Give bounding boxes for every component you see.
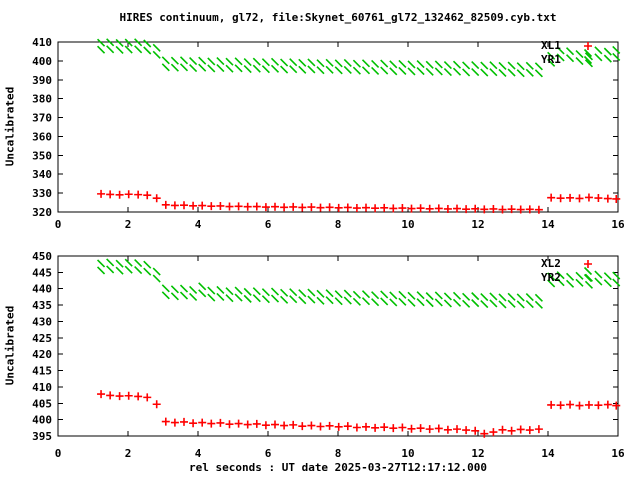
svg-text:395: 395 — [32, 430, 52, 443]
x-axis-label: rel seconds : UT date 2025-03-27T12:17:1… — [188, 461, 487, 474]
svg-text:405: 405 — [32, 397, 52, 410]
panel-2-ticks — [57, 255, 619, 437]
svg-text:420: 420 — [32, 348, 52, 361]
svg-text:12: 12 — [471, 218, 484, 231]
svg-text:410: 410 — [32, 381, 52, 394]
svg-text:370: 370 — [32, 112, 52, 125]
svg-text:10: 10 — [401, 447, 414, 460]
svg-text:16: 16 — [611, 447, 625, 460]
svg-text:400: 400 — [32, 55, 52, 68]
svg-text:6: 6 — [265, 447, 272, 460]
svg-text:430: 430 — [32, 315, 52, 328]
svg-text:16: 16 — [611, 218, 625, 231]
svg-text:360: 360 — [32, 130, 52, 143]
svg-text:10: 10 — [401, 218, 414, 231]
legend-label-yr1: YR1 — [541, 53, 561, 66]
legend-label-xl1: XL1 — [541, 39, 561, 52]
svg-text:8: 8 — [335, 447, 342, 460]
svg-text:0: 0 — [55, 447, 62, 460]
panel-2: 0 2 4 6 8 10 12 14 16 395 400 405 410 415 420 425 430 435… — [32, 250, 625, 460]
svg-text:4: 4 — [195, 447, 202, 460]
panel-2-series-YR2 — [96, 258, 621, 309]
svg-text:435: 435 — [32, 299, 52, 312]
svg-text:8: 8 — [335, 218, 342, 231]
svg-text:14: 14 — [541, 447, 555, 460]
svg-text:330: 330 — [32, 187, 52, 200]
svg-text:410: 410 — [32, 36, 52, 49]
panel-1-series-YR1 — [96, 38, 621, 78]
legend-label-xl2: XL2 — [541, 257, 561, 270]
svg-text:6: 6 — [265, 218, 272, 231]
panel-1-ticks — [57, 41, 619, 213]
svg-text:445: 445 — [32, 266, 52, 279]
svg-text:380: 380 — [32, 93, 52, 106]
svg-text:425: 425 — [32, 332, 52, 345]
panel-2-tick-labels: 0 2 4 6 8 10 12 14 16 395 400 405 410 415 420 425 430 435… — [32, 250, 625, 460]
svg-text:12: 12 — [471, 447, 484, 460]
svg-text:14: 14 — [541, 218, 555, 231]
plot-title: HIRES continuum, gl72, file:Skynet_60761… — [119, 11, 557, 24]
svg-text:440: 440 — [32, 283, 52, 296]
svg-text:340: 340 — [32, 168, 52, 181]
svg-text:2: 2 — [125, 218, 132, 231]
svg-text:4: 4 — [195, 218, 202, 231]
legend-label-yr2: YR2 — [541, 271, 561, 284]
svg-text:320: 320 — [32, 206, 52, 219]
y-axis-label-top: Uncalibrated — [3, 86, 17, 167]
panel-1-series-XL1 — [97, 42, 621, 214]
y-axis-label-bottom: Uncalibrated — [3, 305, 17, 386]
svg-text:415: 415 — [32, 365, 52, 378]
panel-1-tick-labels: 0 2 4 6 8 10 12 14 16 320 330 340 350 360 370 380 390 400… — [32, 36, 625, 231]
svg-text:390: 390 — [32, 74, 52, 87]
svg-text:400: 400 — [32, 414, 52, 427]
svg-text:0: 0 — [55, 218, 62, 231]
panel-2-series-XL2 — [97, 260, 621, 438]
panel-1: 0 2 4 6 8 10 12 14 16 320 330 340 350 360 370 380 390 400… — [32, 36, 625, 231]
svg-text:450: 450 — [32, 250, 52, 263]
svg-text:2: 2 — [125, 447, 132, 460]
svg-text:350: 350 — [32, 149, 52, 162]
